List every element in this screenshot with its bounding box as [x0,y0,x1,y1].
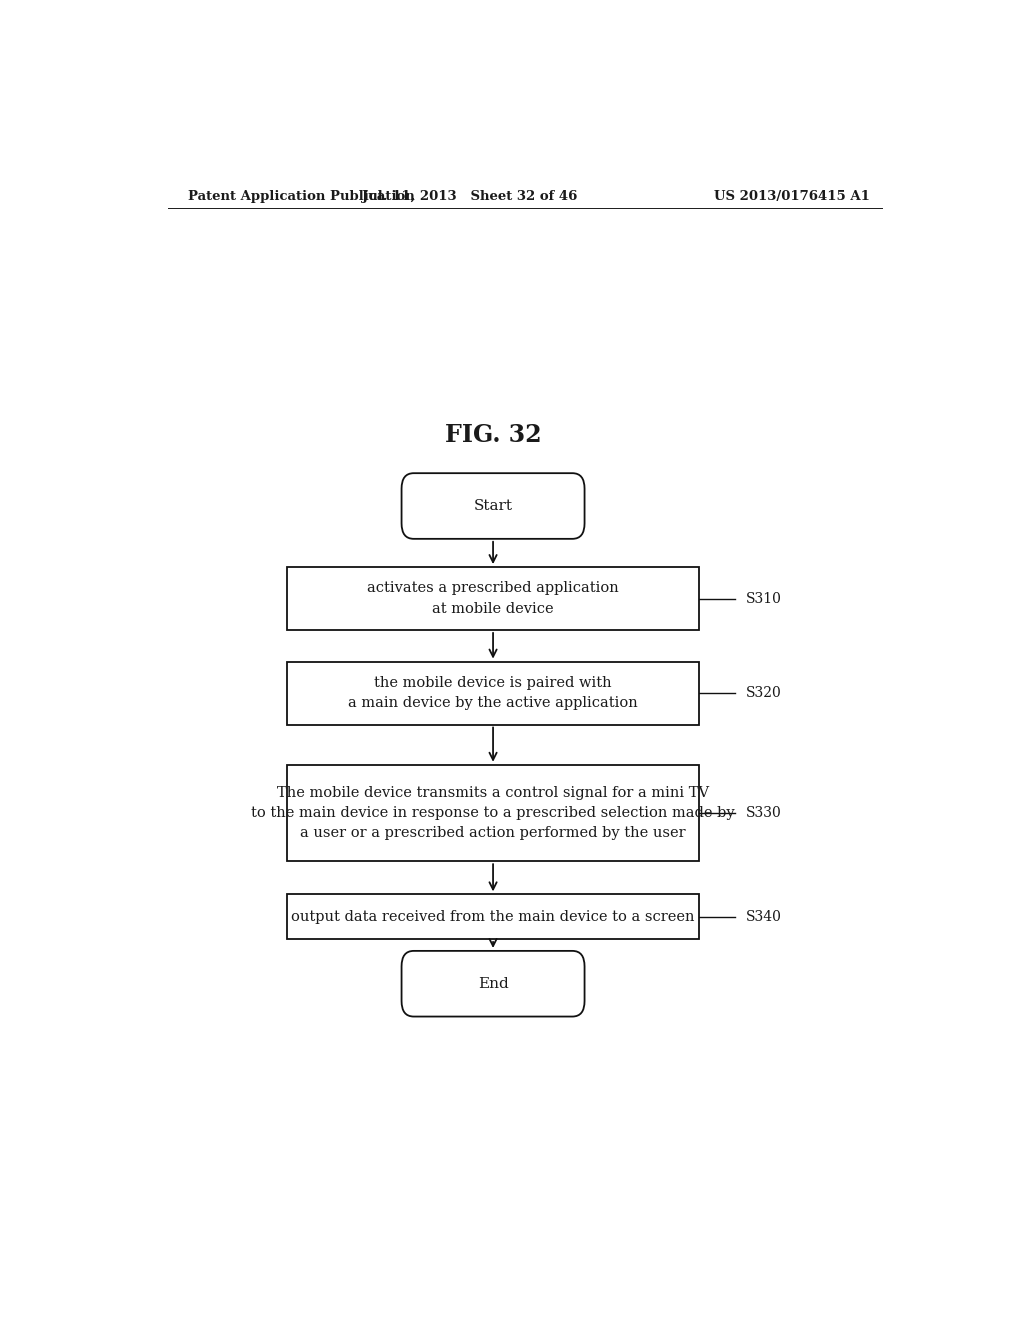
Text: Start: Start [473,499,513,513]
Bar [287,894,699,939]
Text: S330: S330 [745,807,781,820]
Text: the mobile device is paired with
a main device by the active application: the mobile device is paired with a main … [348,676,638,710]
Text: Patent Application Publication: Patent Application Publication [187,190,415,202]
Text: FIG. 32: FIG. 32 [444,422,542,447]
Text: Jul. 11, 2013   Sheet 32 of 46: Jul. 11, 2013 Sheet 32 of 46 [361,190,577,202]
Text: US 2013/0176415 A1: US 2013/0176415 A1 [714,190,870,202]
Text: The mobile device transmits a control signal for a mini TV
to the main device in: The mobile device transmits a control si… [251,785,735,840]
Text: S340: S340 [745,909,781,924]
FancyBboxPatch shape [401,473,585,539]
Text: S320: S320 [745,686,781,700]
Text: End: End [477,977,509,991]
Bar [287,661,699,725]
Bar [287,764,699,861]
Text: activates a prescribed application
at mobile device: activates a prescribed application at mo… [368,582,618,615]
FancyBboxPatch shape [401,950,585,1016]
Text: S310: S310 [745,591,781,606]
Text: output data received from the main device to a screen: output data received from the main devic… [291,909,695,924]
Bar [287,568,699,630]
